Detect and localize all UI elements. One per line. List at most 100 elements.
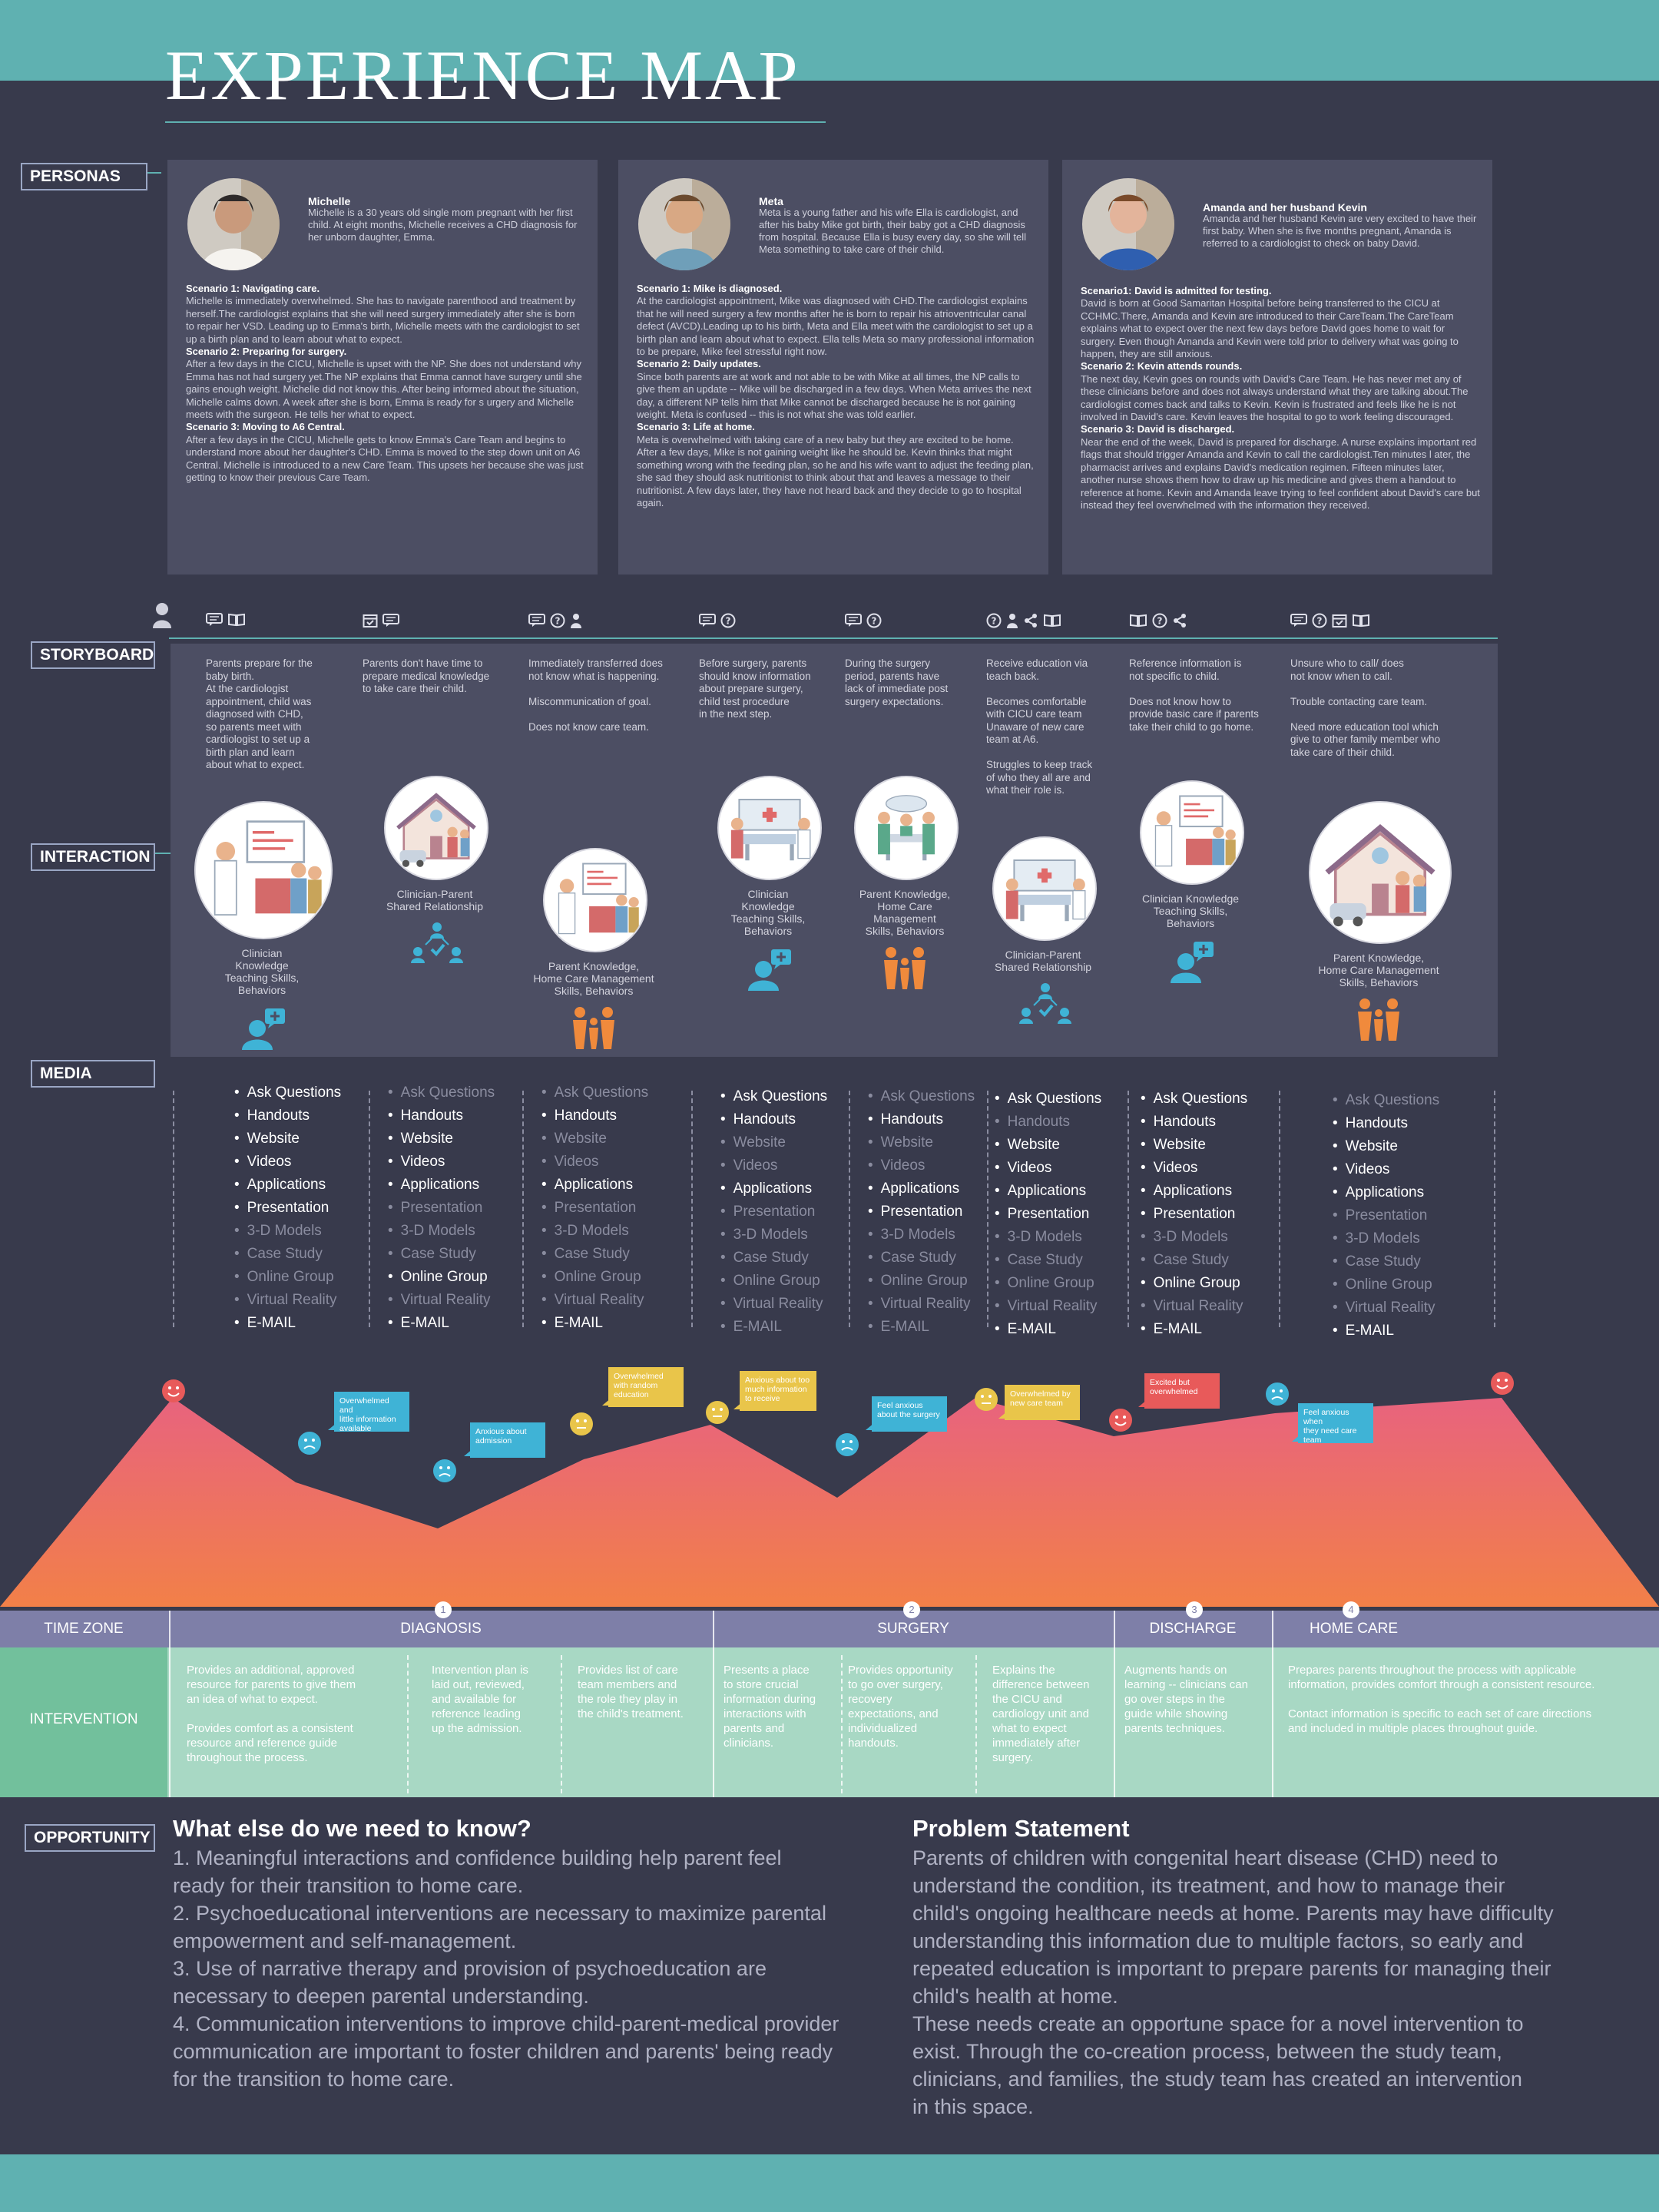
section-line (155, 853, 171, 854)
scenario-heading: Scenario 2: Kevin attends rounds. (1081, 360, 1243, 373)
question-icon: ? (986, 613, 1002, 632)
storyboard-icons (363, 613, 399, 632)
interaction-illustration (384, 776, 488, 880)
top-band (0, 0, 1659, 81)
svg-text:?: ? (1157, 616, 1163, 627)
storyboard-text: Receive education via teach back. Become… (986, 657, 1093, 796)
scenario-heading: Scenario 1: Mike is diagnosed. (637, 283, 783, 294)
media-item: Videos (388, 1151, 495, 1174)
phase-divider (169, 1611, 171, 1797)
media-item: Presentation (234, 1197, 341, 1220)
svg-text:?: ? (1317, 616, 1323, 627)
media-item: Case Study (1333, 1250, 1439, 1273)
time-zone-label: TIME ZONE (44, 1621, 124, 1637)
media-list: Ask QuestionsHandoutsWebsiteVideosApplic… (868, 1085, 975, 1339)
persona-scenarios: Scenario1: David is admitted for testing… (1081, 285, 1480, 512)
media-item: E-MAIL (868, 1316, 975, 1339)
media-item: Virtual Reality (720, 1293, 827, 1316)
media-divider (522, 1091, 524, 1327)
media-divider (987, 1091, 988, 1327)
section-label-personas: PERSONAS (21, 163, 147, 190)
scenario-heading: Scenario 2: Preparing for surgery. (186, 346, 347, 358)
media-item: Handouts (868, 1108, 975, 1131)
emotion-curve (0, 1398, 1659, 1607)
media-item: Virtual Reality (541, 1289, 648, 1312)
storyboard-icons: ? (528, 613, 582, 632)
media-item: Applications (995, 1180, 1101, 1203)
persona-photo (187, 178, 280, 270)
media-item: Applications (868, 1177, 975, 1200)
phase-divider (713, 1611, 714, 1797)
bubble-tail (1292, 1434, 1301, 1442)
interaction-illustration (854, 776, 959, 880)
media-item: Handouts (1333, 1112, 1439, 1135)
media-item: Handouts (720, 1108, 827, 1131)
svg-text:?: ? (555, 616, 561, 627)
intervention-text: Explains the difference between the CICU… (992, 1664, 1090, 1764)
intervention-divider (841, 1655, 843, 1793)
media-item: Presentation (720, 1200, 827, 1224)
scenario-heading: Scenario 2: Daily updates. (637, 358, 761, 370)
time-zone-bar (0, 1611, 1659, 1647)
emotion-bubble: Anxious about admission (470, 1422, 545, 1458)
interaction-caption: Parent Knowledge, Home Care Management S… (1318, 952, 1439, 988)
intervention-text: Provides an additional, approved resourc… (187, 1664, 356, 1764)
storyboard-icons: ? (699, 613, 736, 632)
clinician-knowledge-icon (1166, 939, 1215, 987)
media-item: Website (234, 1128, 341, 1151)
media-item: Ask Questions (1141, 1088, 1248, 1111)
storyboard-icons (206, 613, 246, 631)
media-list: Ask QuestionsHandoutsWebsiteVideosApplic… (995, 1088, 1102, 1341)
media-item: E-MAIL (1333, 1320, 1439, 1343)
media-item: Videos (1333, 1158, 1439, 1181)
emotion-bubble: Overwhelmed with random education (608, 1367, 684, 1407)
book-icon (1352, 614, 1370, 631)
media-item: Online Group (868, 1270, 975, 1293)
problem-statement-text: Parents of children with congenital hear… (912, 1846, 1554, 2118)
question-icon: ? (866, 613, 882, 632)
intervention-label: INTERVENTION (29, 1711, 138, 1727)
section-line (147, 172, 161, 174)
phase-label: HOME CARE (1310, 1621, 1399, 1637)
media-item: Presentation (1141, 1203, 1247, 1226)
media-item: Virtual Reality (1333, 1296, 1439, 1320)
media-item: Presentation (388, 1197, 495, 1220)
media-item: Videos (1141, 1157, 1247, 1180)
sad-face-icon (835, 1432, 859, 1461)
family-icon (880, 946, 929, 993)
bubble-tail (328, 1422, 337, 1430)
media-item: Ask Questions (1333, 1089, 1440, 1112)
interaction-illustration (1140, 780, 1244, 885)
intervention-text: Presents a place to store crucial inform… (724, 1664, 816, 1750)
media-item: Online Group (1141, 1272, 1247, 1295)
calendar-icon (1332, 613, 1347, 632)
interaction-illustration (1309, 801, 1452, 944)
clinician-knowledge-icon (743, 946, 793, 995)
persona-description: Amanda and her husband Kevin are very ex… (1203, 213, 1477, 249)
scenario-text: The next day, Kevin goes on rounds with … (1081, 373, 1472, 423)
media-item: Online Group (995, 1272, 1101, 1295)
shared-relationship-icon (1018, 982, 1072, 1031)
intervention-bar (0, 1647, 1659, 1797)
media-list: Ask QuestionsHandoutsWebsiteVideosApplic… (1333, 1089, 1440, 1343)
interaction-caption: Parent Knowledge, Home Care Management S… (859, 888, 951, 937)
media-item: Presentation (995, 1203, 1101, 1226)
book-icon (227, 613, 246, 631)
interaction-caption: Clinician-Parent Shared Relationship (386, 888, 484, 912)
media-item: Handouts (234, 1104, 341, 1128)
storyboard-text: Parents don't have time to prepare medic… (363, 657, 490, 694)
phase-number: 4 (1343, 1601, 1359, 1618)
media-item: Applications (234, 1174, 341, 1197)
media-item: Virtual Reality (995, 1295, 1101, 1318)
persona-photo (638, 178, 730, 270)
media-item: Online Group (541, 1266, 648, 1289)
scenario-text: At the cardiologist appointment, Mike wa… (637, 295, 1038, 358)
media-item: Website (868, 1131, 975, 1154)
media-item: Website (541, 1128, 648, 1151)
media-item: Website (1141, 1134, 1247, 1157)
interaction-illustration (717, 776, 822, 880)
media-item: Virtual Reality (234, 1289, 341, 1312)
media-item: 3-D Models (388, 1220, 495, 1243)
persona-scenarios: Scenario 1: Mike is diagnosed. At the car… (637, 283, 1036, 509)
media-item: Videos (720, 1154, 827, 1177)
